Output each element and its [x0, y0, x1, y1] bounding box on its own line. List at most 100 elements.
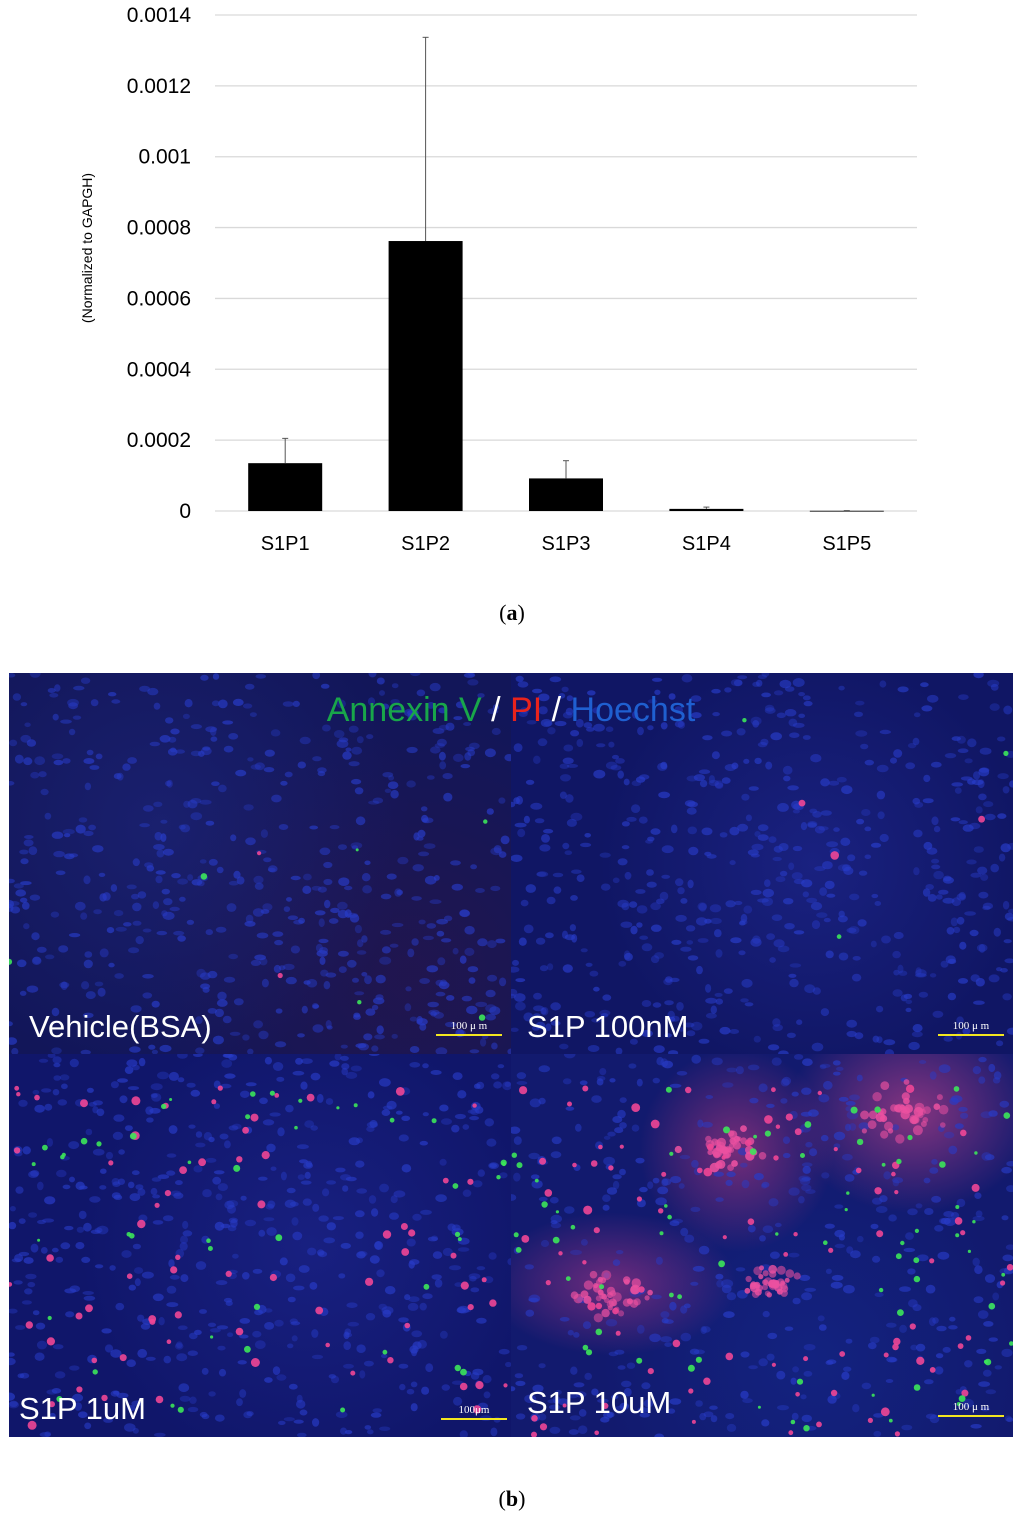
nucleus — [47, 1054, 56, 1058]
nucleus — [855, 700, 865, 706]
nucleus — [253, 875, 264, 884]
nucleus — [518, 937, 527, 946]
nucleus — [550, 1002, 561, 1011]
nucleus — [762, 1225, 774, 1233]
nucleus — [569, 1415, 581, 1421]
annexin-positive-cell — [389, 1117, 395, 1123]
nucleus — [454, 1282, 463, 1287]
nucleus — [151, 1177, 162, 1182]
nucleus — [118, 1149, 125, 1155]
nucleus — [29, 673, 41, 678]
nucleus — [190, 724, 202, 730]
nucleus — [109, 1265, 116, 1271]
nucleus — [840, 837, 851, 846]
nucleus — [994, 1365, 1002, 1370]
nucleus — [923, 1177, 931, 1184]
nucleus — [60, 1242, 71, 1250]
nucleus — [802, 695, 811, 701]
nucleus — [280, 780, 288, 786]
nucleus — [9, 1400, 18, 1407]
y-axis-label: (Normalized to GAPGH) — [79, 173, 95, 323]
nucleus — [647, 836, 655, 842]
nucleus — [565, 707, 574, 716]
caption-b: (b) — [498, 1486, 526, 1511]
pi-positive-cell — [1006, 1264, 1013, 1271]
nucleus — [239, 1334, 249, 1339]
pi-positive-cell — [758, 1274, 764, 1280]
nucleus — [881, 935, 891, 944]
nucleus — [691, 1054, 701, 1064]
pi-positive-cell — [933, 1103, 941, 1110]
nucleus — [38, 771, 47, 778]
nucleus — [626, 816, 637, 822]
nucleus — [697, 938, 709, 943]
pi-positive-cell — [149, 1318, 156, 1325]
nucleus — [435, 1194, 447, 1202]
nucleus — [761, 1419, 770, 1427]
nucleus — [620, 1380, 632, 1388]
nucleus — [721, 777, 731, 784]
nucleus — [998, 853, 1006, 862]
nucleus — [64, 853, 75, 860]
nucleus — [608, 1351, 619, 1357]
nucleus — [911, 1031, 923, 1038]
annexin-positive-cell — [496, 1175, 501, 1180]
nucleus — [94, 1264, 104, 1269]
nucleus — [344, 885, 353, 891]
nucleus — [661, 874, 671, 879]
nucleus — [31, 956, 42, 965]
nucleus — [708, 775, 715, 784]
nucleus — [665, 976, 673, 983]
nucleus — [892, 1177, 904, 1184]
pi-positive-cell — [350, 1370, 356, 1376]
nucleus — [591, 1388, 599, 1396]
annexin-positive-cell — [836, 934, 842, 939]
nucleus — [570, 1366, 578, 1375]
pi-positive-cell — [137, 1219, 146, 1229]
nucleus — [255, 674, 267, 679]
annexin-positive-cell — [126, 1232, 132, 1237]
nucleus — [111, 699, 121, 704]
nucleus — [419, 1023, 427, 1031]
pi-positive-cell — [917, 1112, 924, 1119]
pi-positive-cell — [894, 1431, 900, 1437]
nucleus — [138, 1057, 146, 1067]
nucleus — [463, 722, 472, 726]
nucleus — [156, 849, 165, 858]
nucleus — [162, 848, 174, 856]
nucleus — [277, 1127, 285, 1137]
annexin-positive-cell — [846, 1191, 850, 1195]
nucleus — [701, 827, 713, 836]
annexin-positive-cell — [939, 1161, 946, 1168]
nucleus — [901, 1424, 913, 1431]
nucleus — [716, 1279, 724, 1288]
annexin-positive-cell — [187, 1160, 192, 1165]
nucleus — [524, 1264, 534, 1270]
nucleus — [836, 1066, 844, 1071]
nucleus — [459, 909, 471, 918]
nucleus — [511, 1194, 517, 1201]
nucleus — [396, 889, 404, 896]
nucleus — [897, 964, 904, 974]
nucleus — [214, 1414, 225, 1422]
nucleus — [264, 1056, 272, 1065]
nucleus — [791, 800, 802, 810]
nucleus — [773, 690, 784, 696]
nucleus — [789, 963, 802, 968]
nucleus — [1006, 1161, 1013, 1167]
pi-positive-cell — [365, 1277, 374, 1286]
nucleus — [354, 924, 362, 934]
nucleus — [312, 673, 321, 680]
nucleus — [322, 724, 331, 732]
pi-positive-cell — [25, 1321, 33, 1329]
nucleus — [576, 874, 585, 882]
nucleus — [833, 1131, 846, 1141]
nucleus — [990, 683, 999, 691]
nucleus — [137, 891, 147, 899]
nucleus — [64, 1225, 74, 1231]
nucleus — [559, 763, 570, 769]
pi-positive-cell — [598, 1144, 603, 1150]
nucleus — [843, 1366, 852, 1372]
pi-positive-cell — [582, 1085, 589, 1092]
nucleus — [307, 1247, 317, 1256]
